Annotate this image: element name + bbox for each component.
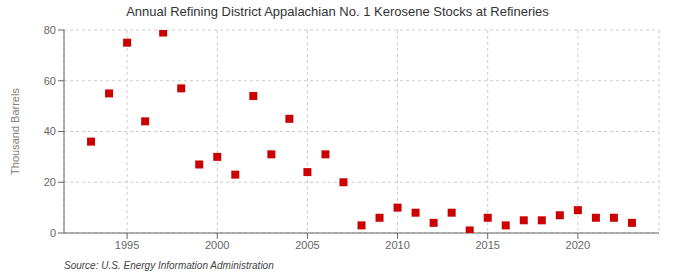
- svg-text:2015: 2015: [475, 239, 499, 251]
- svg-text:20: 20: [44, 176, 56, 188]
- svg-text:60: 60: [44, 75, 56, 87]
- svg-text:Thousand Barrels: Thousand Barrels: [9, 88, 21, 175]
- svg-text:2005: 2005: [295, 239, 319, 251]
- svg-text:2000: 2000: [205, 239, 229, 251]
- svg-text:1995: 1995: [115, 239, 139, 251]
- svg-text:80: 80: [44, 24, 56, 36]
- html-text:Source: U.S. Energy Informatio: Source: U.S. Energy Information Administ…: [64, 260, 274, 271]
- svg-text:40: 40: [44, 125, 56, 137]
- svg-text:0: 0: [50, 227, 56, 239]
- html-text:Annual Refining District Appal: Annual Refining District Appalachian No.…: [126, 4, 549, 19]
- svg-text:2010: 2010: [385, 239, 409, 251]
- svg-text:2020: 2020: [566, 239, 590, 251]
